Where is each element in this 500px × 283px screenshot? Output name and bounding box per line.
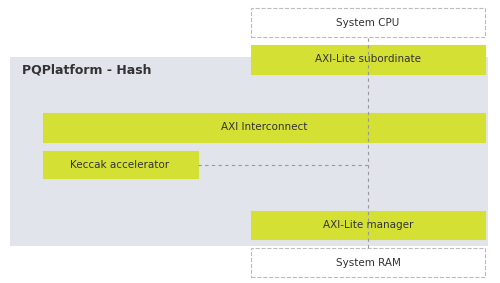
FancyBboxPatch shape bbox=[251, 8, 485, 37]
FancyBboxPatch shape bbox=[251, 45, 485, 74]
FancyBboxPatch shape bbox=[42, 151, 198, 178]
Text: AXI Interconnect: AXI Interconnect bbox=[220, 122, 307, 132]
Text: System RAM: System RAM bbox=[336, 258, 400, 268]
Text: AXI-Lite subordinate: AXI-Lite subordinate bbox=[315, 54, 421, 65]
Text: AXI-Lite manager: AXI-Lite manager bbox=[323, 220, 413, 230]
FancyBboxPatch shape bbox=[42, 113, 485, 142]
FancyBboxPatch shape bbox=[10, 57, 488, 246]
Text: Keccak accelerator: Keccak accelerator bbox=[70, 160, 170, 170]
Text: PQPlatform - Hash: PQPlatform - Hash bbox=[22, 64, 152, 77]
FancyBboxPatch shape bbox=[251, 248, 485, 277]
FancyBboxPatch shape bbox=[251, 211, 485, 239]
Text: System CPU: System CPU bbox=[336, 18, 400, 28]
